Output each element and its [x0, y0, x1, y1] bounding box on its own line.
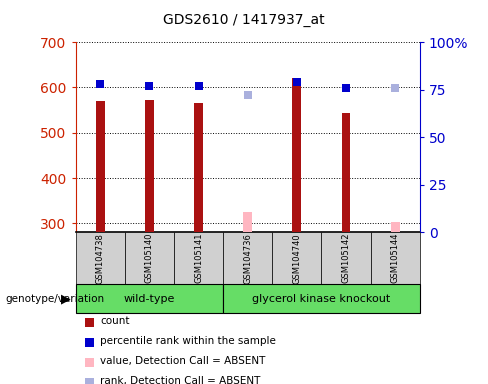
Bar: [342, 113, 350, 232]
Text: GSM104738: GSM104738: [96, 233, 105, 284]
Bar: [96, 101, 104, 232]
Text: rank, Detection Call = ABSENT: rank, Detection Call = ABSENT: [100, 376, 261, 384]
Bar: [391, 222, 400, 232]
Bar: [194, 103, 203, 232]
Text: GSM105141: GSM105141: [194, 233, 203, 283]
Text: value, Detection Call = ABSENT: value, Detection Call = ABSENT: [100, 356, 265, 366]
Text: GSM105140: GSM105140: [145, 233, 154, 283]
Text: ▶: ▶: [61, 292, 71, 305]
Text: GSM105144: GSM105144: [390, 233, 400, 283]
Text: wild-type: wild-type: [123, 293, 175, 304]
Text: GSM105142: GSM105142: [342, 233, 350, 283]
Text: percentile rank within the sample: percentile rank within the sample: [100, 336, 276, 346]
Text: GDS2610 / 1417937_at: GDS2610 / 1417937_at: [163, 13, 325, 27]
Text: glycerol kinase knockout: glycerol kinase knockout: [252, 293, 390, 304]
Bar: [243, 212, 252, 232]
Text: genotype/variation: genotype/variation: [5, 293, 104, 304]
Text: GSM104736: GSM104736: [243, 233, 252, 284]
Text: count: count: [100, 316, 129, 326]
Bar: [145, 100, 154, 232]
Text: GSM104740: GSM104740: [292, 233, 301, 283]
Bar: [292, 78, 301, 232]
